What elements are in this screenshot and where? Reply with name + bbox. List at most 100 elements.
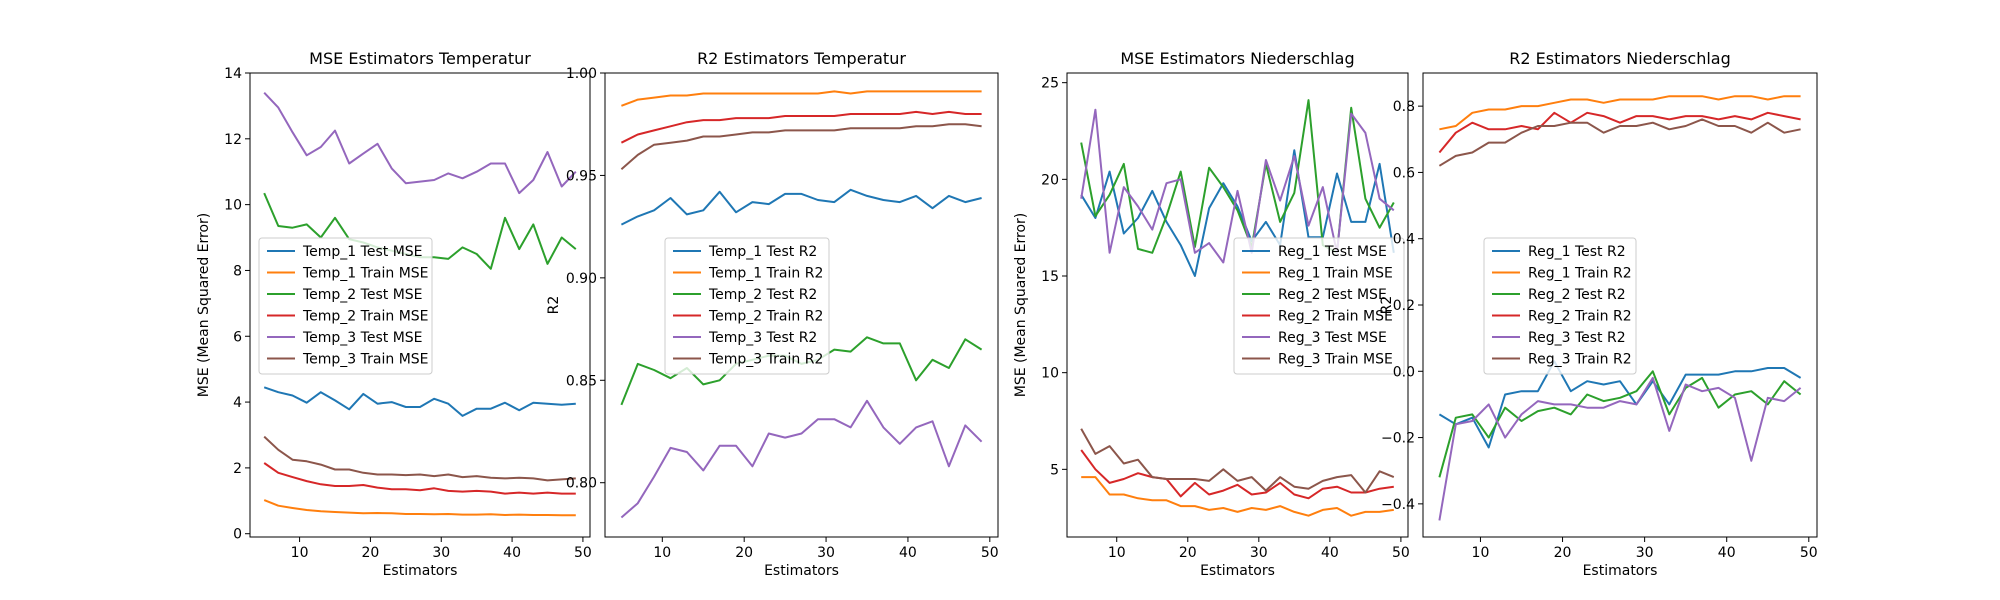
y-tick-label: 5 <box>1050 462 1059 478</box>
legend-box <box>664 237 830 375</box>
y-axis-label: MSE (Mean Squared Error) <box>196 213 212 398</box>
x-tick-label: 50 <box>1392 545 1410 561</box>
x-tick-label: 10 <box>291 545 309 561</box>
legend: Reg_1 Test MSE Reg_1 Train MSE Reg_2 Test … <box>1233 237 1405 375</box>
chart-title: MSE Estimators Niederschlag <box>1120 49 1354 68</box>
y-tick-label: 0.0 <box>1393 364 1415 380</box>
chart-panel-2: 10 20 30 40 50 0.80 0.85 0.90 0.95 1.00 R2 Estimat… <box>546 49 999 579</box>
x-axis-label: Estimators <box>383 563 458 579</box>
x-tick-label: 20 <box>362 545 380 561</box>
series-line-6 <box>620 123 982 171</box>
legend-label: Temp_3 Train MSE <box>302 352 429 368</box>
legend-label: Temp_3 Test R2 <box>708 330 817 346</box>
legend-label: Temp_2 Train MSE <box>302 309 429 325</box>
legend-label: Reg_1 Train MSE <box>1278 266 1393 282</box>
x-tick-label: 20 <box>1179 545 1197 561</box>
y-tick-label: 0.90 <box>566 271 597 287</box>
x-tick-label: 30 <box>1636 545 1654 561</box>
plot-frame <box>1066 72 1409 538</box>
legend: Temp_1 Test R2 Temp_1 Train R2 Temp_2 Test… <box>664 237 830 375</box>
x-tick-label: 20 <box>735 545 753 561</box>
y-tick-label: 0.2 <box>1393 298 1415 314</box>
series-line-4 <box>620 110 982 144</box>
plot-frame <box>249 72 591 538</box>
x-axis-label: Estimators <box>1200 563 1275 579</box>
chart-panel-1: 10 20 30 40 50 0 2 4 6 8 10 12 14 MSE Estimators Temp… <box>196 49 592 579</box>
series-line-2 <box>1081 476 1394 517</box>
y-tick-label: −0.4 <box>1381 497 1415 513</box>
legend-label: Reg_2 Train R2 <box>1528 309 1632 325</box>
y-tick-label: 14 <box>224 66 242 82</box>
chart-title: MSE Estimators Temperatur <box>309 49 531 68</box>
series-line-6 <box>1438 118 1801 167</box>
x-axis-label: Estimators <box>1583 563 1658 579</box>
y-tick-label: 10 <box>1041 366 1059 382</box>
series-line-5 <box>1438 376 1802 521</box>
series-line-4 <box>263 462 576 495</box>
y-tick-label: 2 <box>233 461 242 477</box>
x-tick-label: 30 <box>817 545 835 561</box>
x-tick-label: 50 <box>1800 545 1818 561</box>
legend-label: Reg_3 Train R2 <box>1528 352 1632 368</box>
x-tick-label: 30 <box>432 545 450 561</box>
series-line-4 <box>1438 111 1801 154</box>
chart-panel-4: 10 20 30 40 50 −0.4 −0.2 0.0 0.2 0.4 0.6 0.8 R2 Esti… <box>1379 49 1818 579</box>
x-tick-label: 30 <box>1250 545 1268 561</box>
legend-box <box>258 237 433 375</box>
chart-panel-3: 10 20 30 40 50 5 10 15 20 25 MSE Estimators Nieder… <box>1013 49 1410 579</box>
y-axis-label: R2 <box>1379 296 1395 315</box>
legend-label: Temp_2 Test MSE <box>302 287 423 303</box>
y-tick-label: 0 <box>233 527 242 543</box>
series-line-4 <box>1080 449 1394 500</box>
legend-label: Temp_3 Test MSE <box>302 330 423 346</box>
y-tick-label: 0.6 <box>1393 165 1415 181</box>
legend: Temp_1 Test MSE Temp_1 Train MSE Temp_2 Te… <box>258 237 433 375</box>
x-tick-label: 50 <box>574 545 592 561</box>
y-tick-label: 20 <box>1041 172 1059 188</box>
legend-label: Reg_3 Test MSE <box>1278 330 1387 346</box>
series-line-6 <box>263 435 576 482</box>
legend-label: Temp_2 Test R2 <box>708 287 817 303</box>
legend-label: Temp_2 Train R2 <box>708 309 823 325</box>
x-tick-label: 10 <box>1108 545 1126 561</box>
series-line-1 <box>1438 360 1802 449</box>
y-tick-label: 0.80 <box>566 476 597 492</box>
y-tick-label: 0.95 <box>566 168 597 184</box>
y-axis-label: MSE (Mean Squared Error) <box>1013 213 1029 398</box>
series-line-1 <box>263 386 576 417</box>
legend-label: Reg_2 Test MSE <box>1278 287 1387 303</box>
series-line-5 <box>620 399 983 519</box>
x-tick-label: 40 <box>503 545 521 561</box>
legend-label: Reg_2 Train MSE <box>1278 309 1393 325</box>
x-axis-label: Estimators <box>764 563 839 579</box>
x-tick-label: 20 <box>1554 545 1572 561</box>
legend-label: Temp_1 Train MSE <box>302 266 429 282</box>
plot-frame <box>604 72 999 538</box>
legend-label: Temp_1 Test MSE <box>302 244 423 260</box>
y-axis-label: R2 <box>546 296 562 315</box>
series-line-2 <box>1439 95 1801 131</box>
x-tick-label: 10 <box>1472 545 1490 561</box>
series-line-3 <box>1438 370 1802 478</box>
x-tick-label: 40 <box>1718 545 1736 561</box>
chart-title: R2 Estimators Temperatur <box>697 49 906 68</box>
legend-label: Temp_1 Test R2 <box>708 244 817 260</box>
x-tick-label: 40 <box>899 545 917 561</box>
y-tick-label: 0.85 <box>566 373 597 389</box>
legend-box <box>1233 237 1405 375</box>
chart-title: R2 Estimators Niederschlag <box>1509 49 1731 68</box>
legend-label: Reg_3 Test R2 <box>1528 330 1626 346</box>
series-line-5 <box>1080 108 1395 264</box>
y-tick-label: 25 <box>1041 76 1059 92</box>
legend-label: Reg_1 Test MSE <box>1278 244 1387 260</box>
x-tick-label: 40 <box>1321 545 1339 561</box>
y-tick-label: 12 <box>224 132 242 148</box>
series-line-5 <box>263 92 577 195</box>
legend-label: Reg_2 Test R2 <box>1528 287 1626 303</box>
y-tick-label: 6 <box>233 329 242 345</box>
series-line-2 <box>263 499 576 517</box>
legend-label: Temp_3 Train R2 <box>708 352 823 368</box>
legend-label: Reg_1 Train R2 <box>1528 266 1632 282</box>
series-line-2 <box>621 90 982 107</box>
legend-label: Reg_3 Train MSE <box>1278 352 1393 368</box>
